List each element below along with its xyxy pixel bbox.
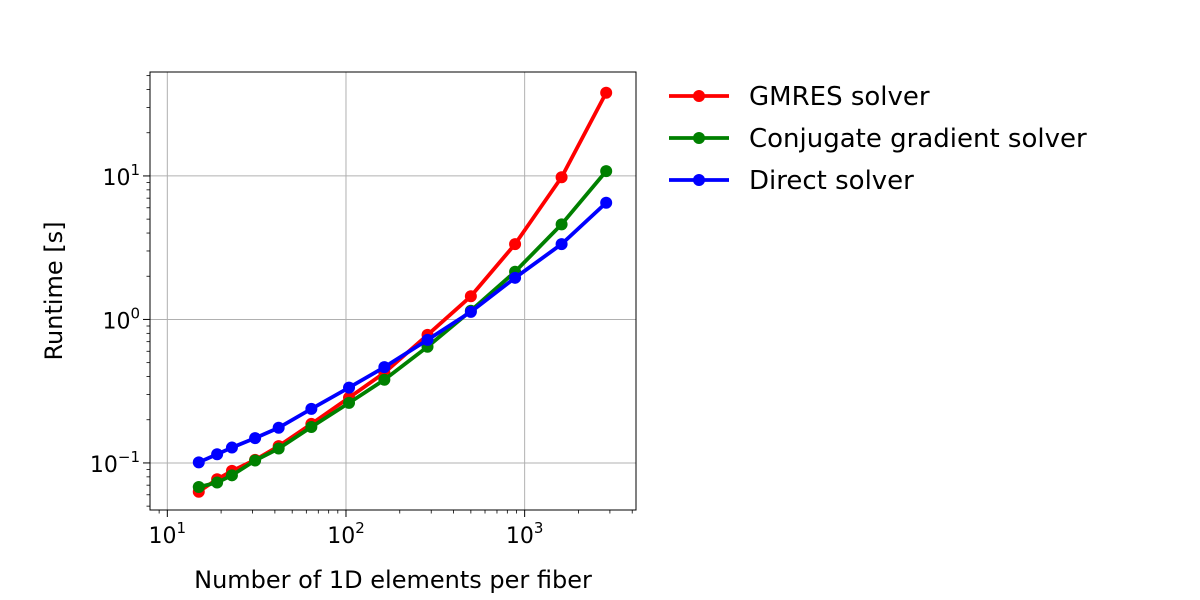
data-point [555, 171, 568, 184]
data-point [192, 456, 205, 469]
y-axis-ticks: 10−1 100 101 [90, 75, 150, 507]
data-point [272, 421, 285, 434]
data-point [464, 305, 477, 318]
x-axis-label: Number of 1D elements per fiber [194, 566, 592, 594]
x-tick-label: 102 [327, 519, 365, 549]
data-point [305, 402, 318, 415]
data-point [305, 421, 318, 434]
y-tick-label: 10−1 [90, 448, 140, 478]
y-axis-label: Runtime [s] [40, 221, 68, 360]
data-point [225, 441, 238, 454]
data-point [464, 290, 477, 303]
data-point [249, 432, 262, 445]
legend-item: GMRES solver [669, 82, 930, 112]
data-point [343, 396, 356, 409]
data-point [225, 469, 238, 482]
data-point [555, 218, 568, 231]
x-tick-label: 103 [506, 519, 544, 549]
x-axis-ticks: 101 102 103 [149, 510, 633, 549]
data-point [211, 448, 224, 461]
data-point [509, 271, 522, 284]
data-point [600, 86, 613, 99]
legend-item: Direct solver [669, 166, 914, 196]
data-point [211, 476, 224, 489]
series-3 [192, 196, 613, 469]
data-point [378, 361, 391, 374]
data-point [600, 196, 613, 209]
data-point [378, 373, 391, 386]
legend-label: Conjugate gradient solver [749, 124, 1087, 154]
data-point [509, 238, 522, 251]
data-point [192, 480, 205, 493]
legend-item: Conjugate gradient solver [669, 124, 1087, 154]
x-tick-label: 101 [149, 519, 187, 549]
plot-frame [149, 71, 637, 511]
data-point [421, 333, 434, 346]
y-tick-label: 100 [102, 304, 140, 334]
legend-label: GMRES solver [749, 82, 930, 112]
data-point [600, 165, 613, 178]
legend-label: Direct solver [749, 166, 914, 196]
data-point [555, 238, 568, 251]
data-point [343, 381, 356, 394]
grid [150, 72, 636, 510]
series-layer [192, 86, 613, 498]
legend: GMRES solver Conjugate gradient solver Dir… [669, 82, 1087, 196]
legend-swatch-marker [693, 90, 705, 102]
data-point [249, 454, 262, 467]
y-tick-label: 101 [102, 161, 140, 191]
legend-swatch-marker [693, 174, 705, 186]
data-point [272, 442, 285, 455]
legend-swatch-marker [693, 132, 705, 144]
